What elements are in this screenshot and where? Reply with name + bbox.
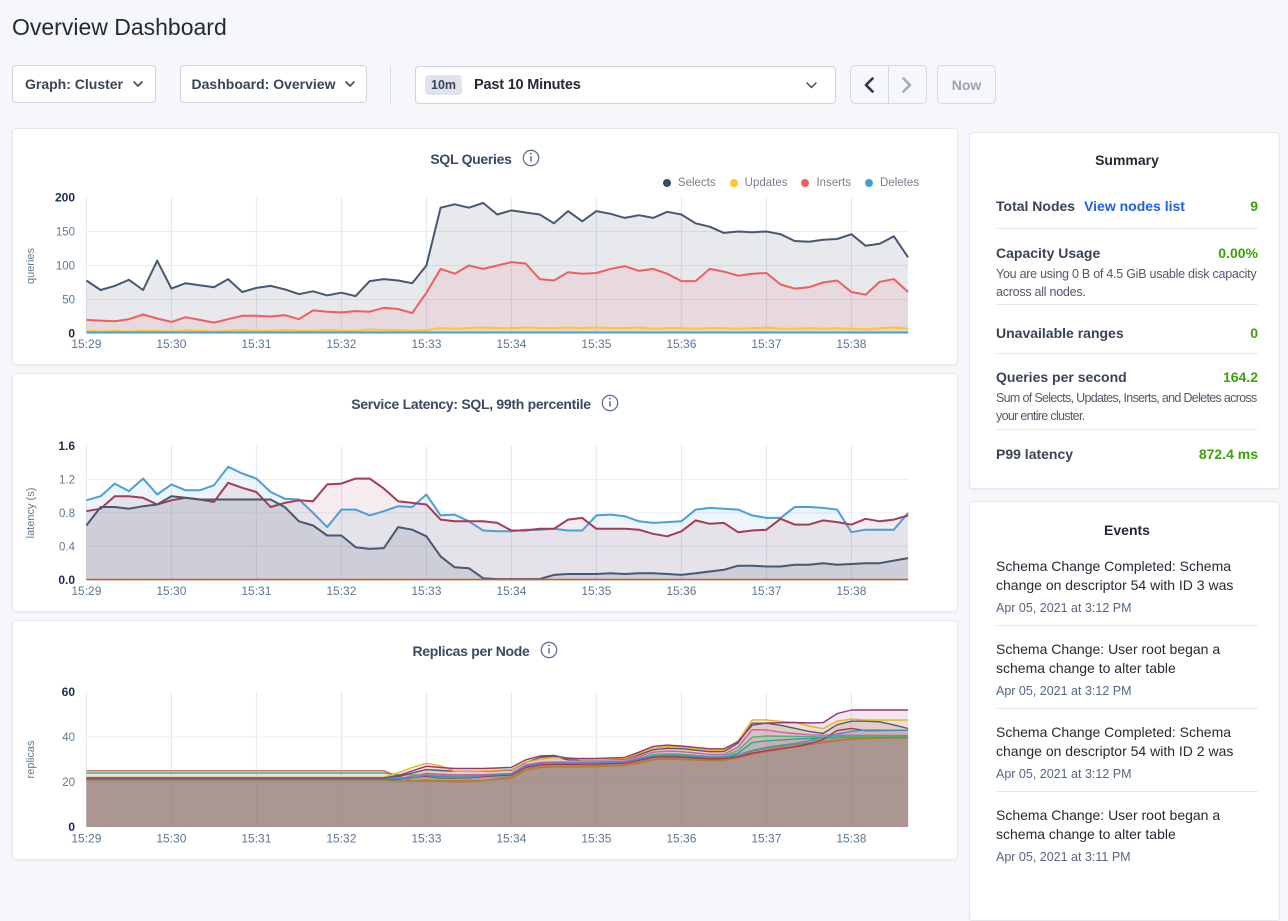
svg-text:15:37: 15:37 [751, 832, 781, 846]
svg-text:replicas: replicas [25, 740, 37, 778]
svg-text:15:31: 15:31 [241, 337, 271, 351]
svg-text:200: 200 [55, 191, 75, 205]
svg-text:15:34: 15:34 [496, 584, 526, 598]
svg-text:15:37: 15:37 [751, 584, 781, 598]
svg-text:15:33: 15:33 [411, 337, 441, 351]
svg-text:150: 150 [56, 227, 75, 239]
svg-text:40: 40 [62, 732, 75, 744]
svg-text:0: 0 [68, 327, 75, 341]
svg-text:15:29: 15:29 [71, 337, 101, 351]
svg-text:0.4: 0.4 [59, 541, 76, 553]
svg-text:15:34: 15:34 [496, 832, 526, 846]
svg-text:15:32: 15:32 [326, 337, 356, 351]
svg-text:60: 60 [62, 685, 76, 699]
svg-text:15:30: 15:30 [156, 337, 186, 351]
svg-text:100: 100 [56, 261, 75, 273]
svg-text:0: 0 [68, 820, 75, 834]
svg-text:15:35: 15:35 [581, 337, 611, 351]
svg-text:15:38: 15:38 [836, 832, 866, 846]
svg-text:15:31: 15:31 [241, 584, 271, 598]
svg-text:15:30: 15:30 [156, 584, 186, 598]
svg-text:15:38: 15:38 [836, 337, 866, 351]
svg-text:15:33: 15:33 [411, 832, 441, 846]
svg-text:1.6: 1.6 [58, 439, 75, 453]
svg-text:15:33: 15:33 [411, 584, 441, 598]
svg-text:15:29: 15:29 [71, 832, 101, 846]
svg-text:15:34: 15:34 [496, 337, 526, 351]
svg-text:15:36: 15:36 [666, 832, 696, 846]
svg-text:15:36: 15:36 [666, 337, 696, 351]
svg-text:15:35: 15:35 [581, 584, 611, 598]
svg-text:15:36: 15:36 [666, 584, 696, 598]
svg-text:15:32: 15:32 [326, 584, 356, 598]
svg-text:0.8: 0.8 [59, 508, 75, 520]
svg-text:15:35: 15:35 [581, 832, 611, 846]
svg-text:15:38: 15:38 [836, 584, 866, 598]
svg-text:20: 20 [62, 777, 75, 789]
svg-text:0.0: 0.0 [58, 573, 75, 587]
svg-text:15:29: 15:29 [71, 584, 101, 598]
svg-text:latency (s): latency (s) [25, 488, 37, 539]
svg-text:queries: queries [25, 247, 37, 284]
svg-text:15:30: 15:30 [156, 832, 186, 846]
svg-text:15:31: 15:31 [241, 832, 271, 846]
svg-text:50: 50 [62, 295, 75, 307]
svg-text:15:32: 15:32 [326, 832, 356, 846]
svg-text:1.2: 1.2 [59, 474, 75, 486]
svg-text:15:37: 15:37 [751, 337, 781, 351]
